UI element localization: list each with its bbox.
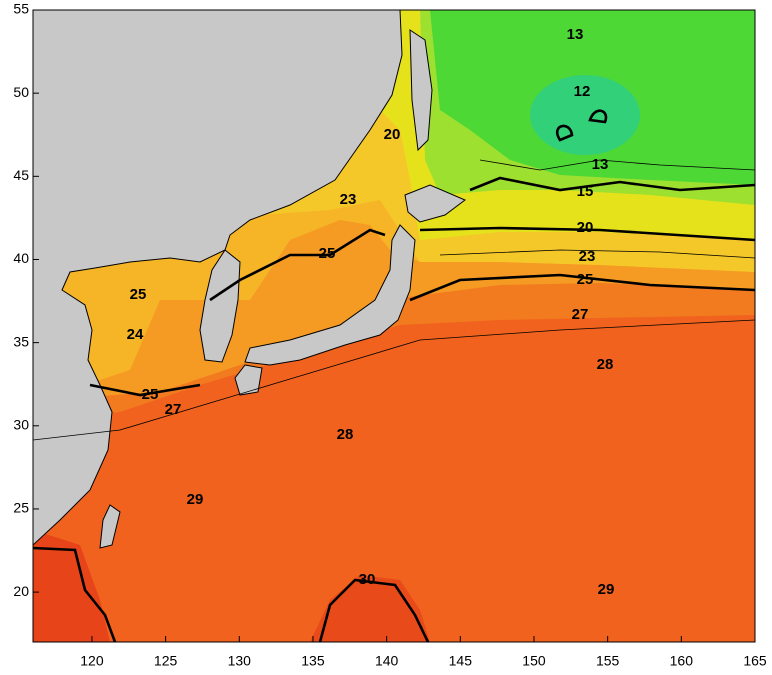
x-tick-label: 125 [154, 653, 178, 669]
x-tick-label: 130 [228, 653, 252, 669]
isotherm [318, 578, 430, 642]
y-tick-label: 20 [13, 583, 29, 599]
y-tick-label: 40 [13, 250, 29, 266]
contour-label: 28 [597, 356, 614, 373]
land-kyushu [234, 364, 263, 396]
y-tick-label: 35 [13, 333, 29, 349]
isotherm [556, 109, 608, 142]
x-tick-label: 165 [743, 653, 767, 669]
isotherm [419, 226, 755, 242]
y-tick-label: 50 [13, 84, 29, 100]
x-tick-label: 155 [596, 653, 620, 669]
plot-frame [32, 9, 756, 643]
x-tick-label: 145 [449, 653, 473, 669]
land-hokkaido [404, 184, 466, 223]
contour-label: 23 [340, 191, 357, 208]
contour-label: 23 [579, 248, 596, 265]
y-tick-label: 45 [13, 167, 29, 183]
contour-label: 20 [577, 219, 594, 236]
land-mainland [33, 10, 403, 546]
land-taiwan [99, 504, 121, 549]
contour-label: 30 [359, 571, 376, 588]
isotherm [469, 176, 755, 192]
x-tick-label: 150 [522, 653, 546, 669]
land-sakhalin [409, 29, 433, 152]
contour-label: 28 [337, 426, 354, 443]
y-tick-label: 25 [13, 500, 29, 516]
contour-label: 25 [319, 245, 336, 262]
contour-label: 29 [598, 581, 615, 598]
contour-label: 27 [165, 401, 182, 418]
contour-label: 25 [130, 286, 147, 303]
contour-label: 29 [187, 491, 204, 508]
contour-label: 25 [142, 386, 159, 403]
map-area [33, 10, 755, 642]
isotherm [33, 319, 755, 441]
contour-label: 27 [572, 306, 589, 323]
contour-label: 24 [127, 326, 144, 343]
x-tick-label: 120 [80, 653, 104, 669]
contour-label: 25 [577, 271, 594, 288]
land-honshu [244, 224, 416, 366]
x-tick-label: 140 [375, 653, 399, 669]
isotherm [209, 228, 386, 302]
isotherm [479, 159, 755, 171]
contour-label: 13 [592, 156, 609, 173]
contour-label: 12 [574, 83, 591, 100]
y-tick-label: 30 [13, 416, 29, 432]
x-tick-label: 135 [301, 653, 325, 669]
isotherm [89, 383, 201, 397]
isotherm [439, 249, 755, 259]
contour-label: 13 [567, 26, 584, 43]
isotherm [409, 273, 755, 302]
y-tick-label: 55 [13, 1, 29, 17]
ocean-30 [33, 530, 110, 642]
x-tick-label: 160 [670, 653, 694, 669]
isotherm [33, 546, 117, 642]
contour-label: 15 [577, 183, 594, 200]
contour-label: 20 [384, 126, 401, 143]
